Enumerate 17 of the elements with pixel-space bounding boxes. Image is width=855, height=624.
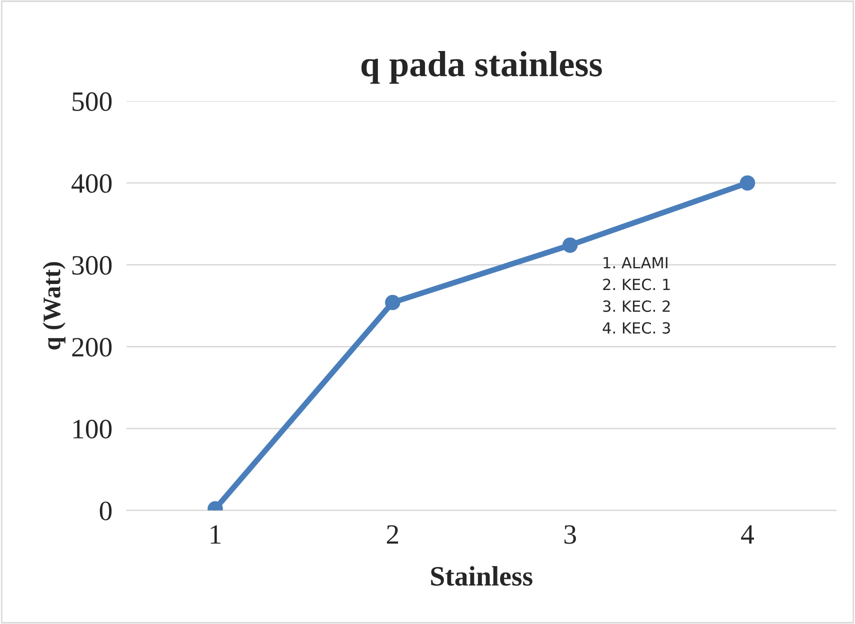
- y-tick-label: 100: [73, 420, 112, 438]
- x-tick-label: 1: [210, 525, 221, 544]
- y-tick-label: 200: [72, 338, 112, 357]
- point: [385, 294, 400, 310]
- x-tick-label: 3: [564, 525, 576, 544]
- y-tick-label: 400: [72, 174, 112, 193]
- x-tick-label: 2: [386, 525, 398, 544]
- y-tick-label: 500: [72, 92, 112, 111]
- point: [740, 175, 756, 191]
- x-axis-title: Stainless: [431, 566, 532, 586]
- y-tick-label: 300: [72, 256, 112, 275]
- chart-title: q pada stainless: [361, 51, 602, 84]
- x-tick-label: 4: [741, 525, 754, 544]
- annotation: 1. ALAMI 2. KEC. 1 3. KEC. 2 4. KEC. 3: [602, 257, 670, 334]
- y-tick-label: 0: [100, 502, 112, 520]
- y-axis-title: q (Watt): [42, 262, 66, 350]
- point: [562, 238, 578, 253]
